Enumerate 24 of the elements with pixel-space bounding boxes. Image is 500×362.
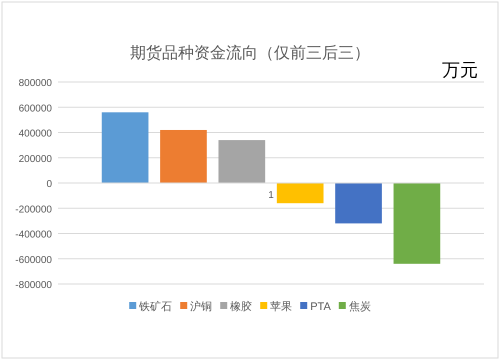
y-tick-label: -800000 [15,280,52,291]
legend-label: 苹果 [270,301,292,313]
legend-label: 焦炭 [348,300,371,313]
legend-label: PTA [310,301,332,313]
bar [276,183,324,204]
bar [160,130,207,183]
y-tick-label: 800000 [18,78,52,89]
bar [102,112,148,183]
legend-label: 铁矿石 [138,300,172,313]
bar [218,140,266,183]
y-tick-label: -200000 [15,204,52,216]
y-tick-label: -600000 [15,254,52,266]
chart-title: 期货品种资金流向（仅前三后三） [130,44,370,62]
y-tick-label: 400000 [18,128,52,140]
bar [394,183,440,264]
text: 万元 [442,60,478,80]
y-tick-label: 600000 [18,103,52,114]
legend-label: 沪铜 [190,300,212,313]
y-tick-label: -400000 [15,230,52,240]
y-tick-label: 200000 [18,154,52,165]
x-tick-label: 1 [268,190,274,201]
legend-label: 橡胶 [230,300,252,313]
y-tick-label: 0 [46,179,52,190]
bar [335,183,382,224]
